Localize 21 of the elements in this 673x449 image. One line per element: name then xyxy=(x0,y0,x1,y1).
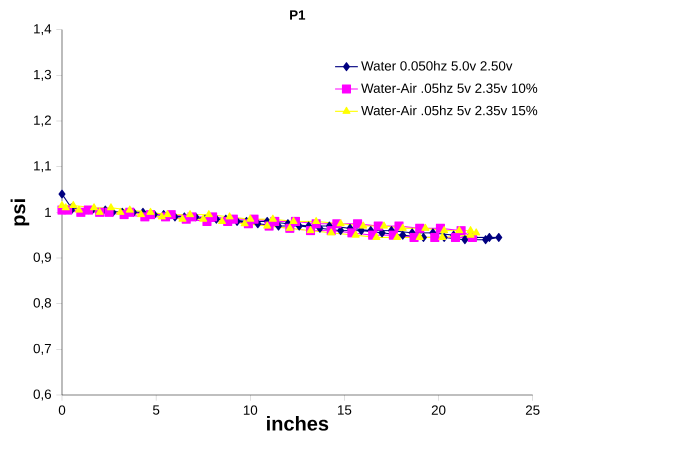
legend-label: Water 0.050hz 5.0v 2.50v xyxy=(361,60,512,71)
x-axis-title: inches xyxy=(267,416,328,431)
y-tick-label: 0,8 xyxy=(34,298,52,310)
y-tick-label: 1,3 xyxy=(34,70,52,81)
legend-label: Water-Air .05hz 5v 2.35v 15% xyxy=(361,105,538,116)
x-tick-label: 15 xyxy=(338,405,352,415)
y-tick-label: 1 xyxy=(45,208,51,217)
y-tick-label: 0,9 xyxy=(34,252,51,264)
x-tick-label: 0 xyxy=(58,405,66,415)
y-tick-label: 0,7 xyxy=(34,344,51,355)
y-tick-label: 1,4 xyxy=(34,24,52,36)
x-tick-label: 10 xyxy=(244,405,258,415)
y-tick-label: 1,2 xyxy=(34,115,51,127)
legend-label: Water-Air .05hz 5v 2.35v 10% xyxy=(361,83,538,93)
y-tick-label: 0,6 xyxy=(34,389,52,401)
x-tick-label: 25 xyxy=(526,405,540,415)
x-tick-label: 5 xyxy=(152,405,160,415)
y-axis-title: psi xyxy=(10,199,30,226)
x-tick-label: 20 xyxy=(432,405,446,415)
y-tick-label: 1,1 xyxy=(34,161,51,172)
chart-title: P1 xyxy=(290,10,306,20)
